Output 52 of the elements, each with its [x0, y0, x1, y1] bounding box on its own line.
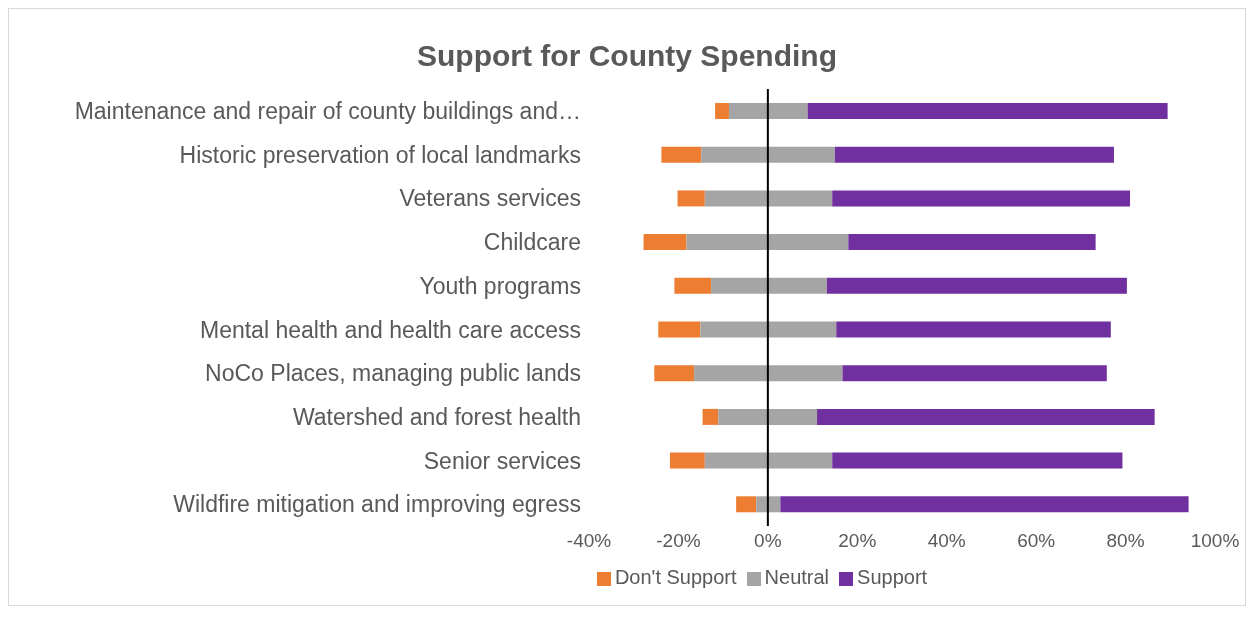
x-tick-label: -20%	[656, 530, 701, 552]
y-tick-label: Senior services	[423, 447, 581, 474]
x-tick-label: 20%	[838, 530, 877, 552]
y-tick-label: NoCo Places, managing public lands	[205, 360, 581, 387]
x-tick-label: 40%	[927, 530, 966, 552]
bar	[669, 452, 705, 469]
bar	[756, 496, 781, 513]
bar	[704, 452, 833, 469]
bar	[834, 146, 1114, 163]
y-tick-label: Childcare	[483, 229, 581, 256]
bar	[832, 452, 1123, 469]
bar	[736, 496, 757, 513]
bar	[702, 408, 719, 425]
bar	[700, 321, 837, 338]
bar	[701, 146, 835, 163]
y-tick-label: Historic preservation of local landmarks	[179, 141, 581, 168]
x-tick-label: 80%	[1106, 530, 1145, 552]
legend-label: Don't Support	[614, 566, 737, 588]
bar	[836, 321, 1111, 338]
bar	[661, 146, 702, 163]
bar	[842, 365, 1107, 382]
x-tick-label: 0%	[754, 530, 782, 552]
bar	[711, 277, 827, 294]
bar	[718, 408, 818, 425]
bar	[677, 190, 705, 207]
x-tick-label: 100%	[1190, 530, 1240, 552]
bar	[654, 365, 695, 382]
bar	[715, 103, 729, 119]
y-tick-label: Youth programs	[419, 272, 581, 299]
bar	[674, 277, 712, 294]
legend-label: Support	[857, 566, 928, 588]
bar	[780, 496, 1189, 513]
y-tick-label: Wildfire mitigation and improving egress	[173, 491, 581, 518]
chart-title: Support for County Spending	[416, 38, 838, 74]
bar	[826, 277, 1127, 294]
bar	[643, 234, 687, 251]
y-tick-label: Watershed and forest health	[292, 403, 581, 430]
x-tick-label: -40%	[566, 530, 612, 552]
legend-label: Neutral	[764, 566, 830, 588]
bar	[817, 408, 1155, 425]
bar	[694, 365, 843, 382]
bar	[704, 190, 833, 207]
y-tick-label: Maintenance and repair of county buildings and…	[74, 98, 581, 125]
y-tick-label: Mental health and health care access	[199, 316, 581, 343]
bar	[686, 234, 849, 251]
bar	[807, 103, 1168, 119]
bar	[832, 190, 1131, 207]
x-tick-label: 60%	[1017, 530, 1056, 552]
y-tick-label: Veterans services	[399, 185, 581, 212]
bar	[848, 234, 1096, 251]
bar	[728, 103, 808, 119]
bar	[658, 321, 701, 338]
